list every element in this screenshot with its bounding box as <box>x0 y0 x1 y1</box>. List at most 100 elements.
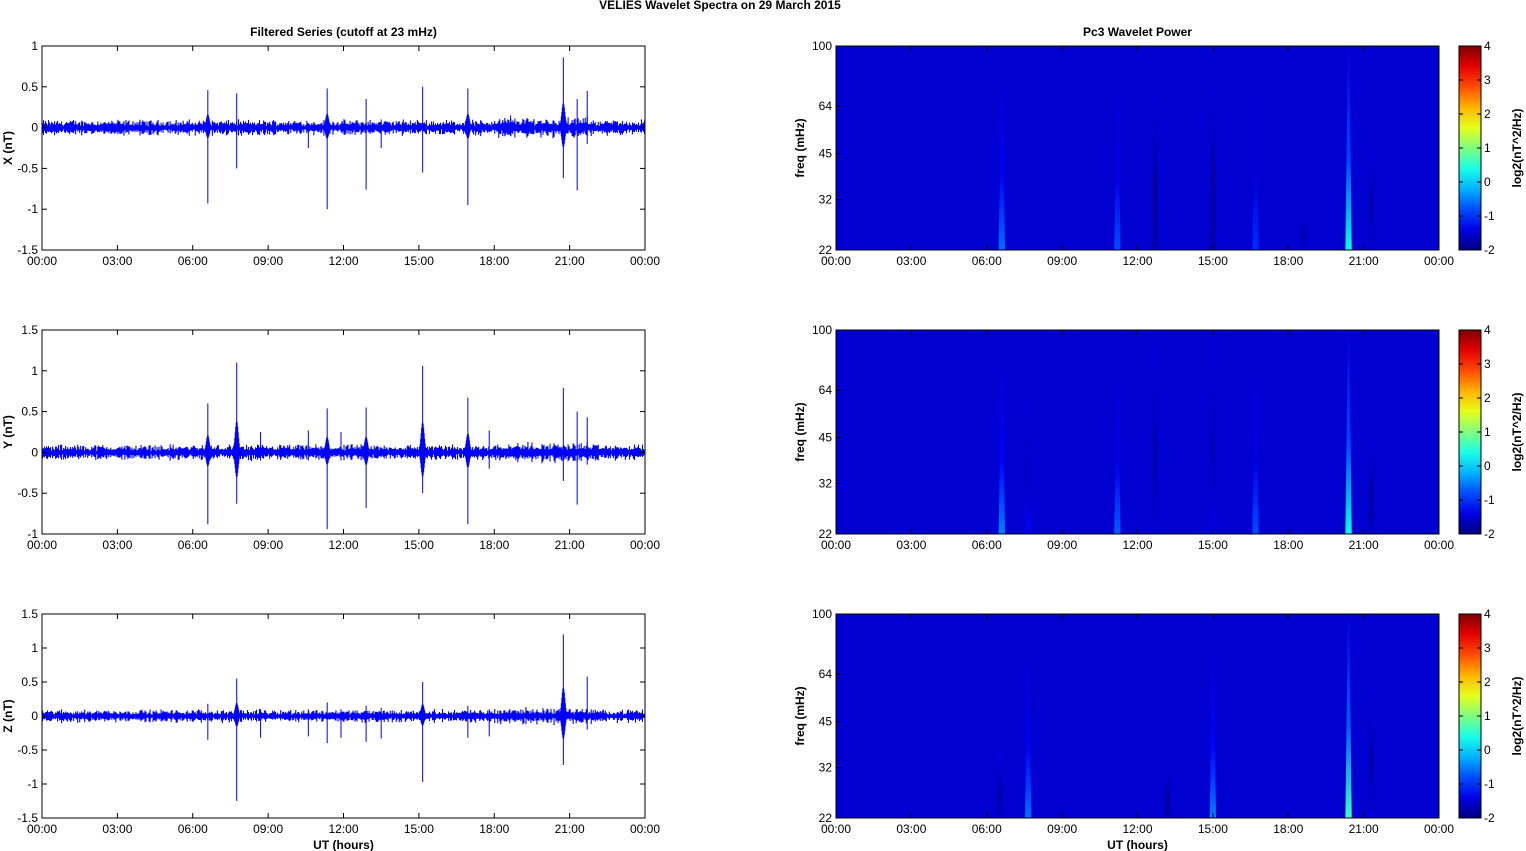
x-tick-label: 15:00 <box>1198 254 1228 268</box>
x-tick-label: 18:00 <box>1273 254 1303 268</box>
y-tick-label: 64 <box>819 383 833 397</box>
power-burst <box>1300 212 1307 250</box>
time-series-panel-ts-y: -1 -0.5 0 0.5 1 1.5 Y (nT) 00:00 03:00 06:00 09:00… <box>1 323 660 552</box>
y-tick-label: 0 <box>31 121 38 135</box>
power-burst <box>998 84 1006 250</box>
x-tick-label: 06:00 <box>178 254 208 268</box>
y-tick-label: 45 <box>819 715 833 729</box>
x-tick-label: 00:00 <box>1424 538 1454 552</box>
colorbar-tick-label: 2 <box>1484 391 1491 405</box>
colorbar-tick-label: -2 <box>1484 527 1495 541</box>
colorbar: -2 -1 0 1 2 3 4 log2(nT^2/Hz) <box>1458 607 1524 825</box>
y-tick-label: 1 <box>31 39 38 53</box>
colorbar: -2 -1 0 1 2 3 4 log2(nT^2/Hz) <box>1458 323 1524 541</box>
x-tick-label: 00:00 <box>630 822 660 836</box>
x-tick-label: 15:00 <box>1198 822 1228 836</box>
colorbar-tick-label: 1 <box>1484 141 1491 155</box>
trace-packet <box>463 113 473 139</box>
colorbar-tick-label: 0 <box>1484 175 1491 189</box>
x-tick-label: 03:00 <box>102 254 132 268</box>
x-tick-label: 18:00 <box>479 538 509 552</box>
x-tick-label: 18:00 <box>1273 822 1303 836</box>
power-burst <box>1209 336 1217 534</box>
x-tick-label: 18:00 <box>479 822 509 836</box>
x-tick-label: 12:00 <box>1122 254 1152 268</box>
x-tick-label: 15:00 <box>404 254 434 268</box>
y-tick-label: -1.5 <box>17 243 38 257</box>
power-burst <box>996 755 1003 818</box>
trace-packet <box>232 702 242 727</box>
colorbar-tick-label: 4 <box>1484 607 1491 621</box>
x-tick-label: 09:00 <box>1047 538 1077 552</box>
colorbar-tick-label: 0 <box>1484 459 1491 473</box>
y-tick-label: 32 <box>819 193 833 207</box>
x-tick-label: 15:00 <box>404 822 434 836</box>
x-tick-label: 06:00 <box>178 822 208 836</box>
axes-title: Filtered Series (cutoff at 23 mHz) <box>250 25 437 39</box>
x-tick-label: 03:00 <box>102 538 132 552</box>
trace-packet <box>232 420 242 478</box>
x-tick-label: 21:00 <box>1349 538 1379 552</box>
y-tick-label: 45 <box>819 147 833 161</box>
power-burst <box>998 368 1006 534</box>
power-burst <box>1151 344 1159 534</box>
heatmap-background <box>836 614 1439 818</box>
trace-packet <box>418 422 428 477</box>
power-burst <box>1164 767 1171 818</box>
power-burst <box>1114 94 1121 251</box>
x-tick-label: 09:00 <box>253 254 283 268</box>
power-burst <box>1114 381 1121 534</box>
y-axis-label: Z (nT) <box>1 699 15 732</box>
x-tick-label: 15:00 <box>404 538 434 552</box>
colorbar-tick-label: -1 <box>1484 493 1495 507</box>
y-axis-label: freq (mHz) <box>793 686 807 745</box>
y-tick-label: 22 <box>819 243 833 257</box>
x-tick-label: 00:00 <box>1424 254 1454 268</box>
y-axis-label: X (nT) <box>1 131 15 165</box>
x-tick-label: 09:00 <box>253 538 283 552</box>
y-tick-label: 45 <box>819 431 833 445</box>
y-tick-label: -1 <box>27 202 38 216</box>
power-burst <box>1367 437 1375 534</box>
x-tick-label: 18:00 <box>479 254 509 268</box>
x-tick-label: 06:00 <box>178 538 208 552</box>
x-tick-label: 06:00 <box>972 538 1002 552</box>
y-tick-label: 0.5 <box>21 405 38 419</box>
trace-packet <box>361 436 371 465</box>
y-tick-label: -0.5 <box>17 743 38 757</box>
x-tick-label: 06:00 <box>972 822 1002 836</box>
colorbar-tick-label: -2 <box>1484 811 1495 825</box>
colorbar-tick-label: 1 <box>1484 709 1491 723</box>
colorbar-tick-label: 3 <box>1484 357 1491 371</box>
x-tick-label: 03:00 <box>896 254 926 268</box>
colorbar-label: log2(nT^2/Hz) <box>1510 392 1524 471</box>
colorbar-tick-label: 4 <box>1484 39 1491 53</box>
y-tick-label: -0.5 <box>17 486 38 500</box>
plot-area <box>42 330 645 534</box>
x-tick-label: 06:00 <box>972 254 1002 268</box>
trace-packet <box>463 433 473 468</box>
y-tick-label: 0 <box>31 445 38 459</box>
x-tick-label: 09:00 <box>253 822 283 836</box>
colorbar-tick-label: 2 <box>1484 107 1491 121</box>
colorbar-tick-label: -1 <box>1484 209 1495 223</box>
x-tick-label: 00:00 <box>27 822 57 836</box>
power-burst <box>1252 374 1259 534</box>
x-axis-label: UT (hours) <box>1107 838 1168 851</box>
heatmap-background <box>836 330 1439 534</box>
axes-title: Pc3 Wavelet Power <box>1083 25 1192 39</box>
x-tick-label: 09:00 <box>1047 254 1077 268</box>
x-tick-label: 21:00 <box>555 538 585 552</box>
trace-packet <box>203 114 213 139</box>
y-tick-label: 0.5 <box>21 80 38 94</box>
y-tick-label: 22 <box>819 811 833 825</box>
x-tick-label: 00:00 <box>821 822 851 836</box>
x-tick-label: 21:00 <box>1349 254 1379 268</box>
x-tick-label: 00:00 <box>630 538 660 552</box>
colorbar-tick-label: 3 <box>1484 73 1491 87</box>
x-tick-label: 12:00 <box>328 538 358 552</box>
x-tick-label: 15:00 <box>1198 538 1228 552</box>
figure-title: VELIES Wavelet Spectra on 29 March 2015 <box>599 0 841 12</box>
